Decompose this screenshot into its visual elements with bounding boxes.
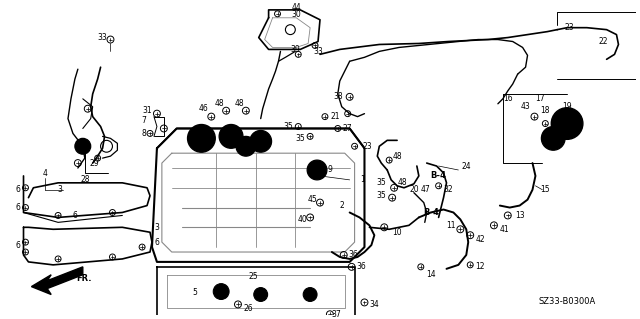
Text: 10: 10: [392, 228, 402, 237]
Text: 30: 30: [291, 10, 301, 19]
Text: 11: 11: [445, 221, 455, 230]
Text: 12: 12: [476, 262, 485, 271]
Text: 23: 23: [363, 142, 372, 151]
Text: 6: 6: [154, 238, 159, 247]
Text: 48: 48: [214, 99, 224, 108]
Text: 41: 41: [500, 225, 509, 234]
Circle shape: [541, 127, 565, 150]
Text: B-4: B-4: [423, 208, 438, 217]
Text: 9: 9: [328, 166, 332, 174]
Text: 19: 19: [563, 102, 572, 111]
Circle shape: [307, 160, 327, 180]
Text: 8: 8: [141, 129, 147, 138]
Circle shape: [188, 124, 215, 152]
Text: 28: 28: [80, 175, 90, 184]
Text: 43: 43: [521, 102, 531, 111]
Text: SZ33-B0300A: SZ33-B0300A: [538, 297, 596, 306]
Text: 14: 14: [426, 270, 435, 279]
Text: 37: 37: [331, 310, 340, 319]
Text: 48: 48: [392, 152, 402, 161]
Text: 33: 33: [313, 47, 323, 56]
Text: 13: 13: [515, 211, 524, 220]
Text: 6: 6: [15, 185, 20, 194]
Text: 45: 45: [307, 195, 317, 204]
Text: 35: 35: [284, 122, 293, 131]
Circle shape: [213, 284, 229, 300]
Text: 26: 26: [243, 304, 253, 313]
Circle shape: [75, 138, 91, 154]
Text: 21: 21: [330, 112, 340, 121]
Text: 23: 23: [564, 23, 574, 32]
Text: 3: 3: [58, 185, 63, 194]
Text: 6: 6: [15, 241, 20, 249]
Text: 1: 1: [360, 175, 365, 184]
Text: 35: 35: [376, 191, 386, 200]
Text: FR.: FR.: [76, 274, 92, 283]
Circle shape: [303, 288, 317, 301]
Text: 16: 16: [503, 94, 513, 103]
Text: 5: 5: [192, 288, 197, 297]
Text: 38: 38: [333, 93, 342, 101]
Circle shape: [551, 108, 583, 139]
Text: 29: 29: [90, 159, 99, 167]
Text: 25: 25: [249, 272, 259, 281]
Text: 39: 39: [291, 45, 300, 54]
Text: 44: 44: [291, 4, 301, 12]
Text: 40: 40: [298, 215, 307, 224]
Text: 32: 32: [444, 185, 453, 194]
Text: 24: 24: [461, 161, 471, 171]
Circle shape: [219, 124, 243, 148]
Text: 34: 34: [369, 300, 380, 309]
Text: 35: 35: [295, 134, 305, 143]
Text: 15: 15: [541, 185, 550, 194]
Text: 47: 47: [421, 185, 431, 194]
Polygon shape: [31, 267, 83, 294]
Text: 35: 35: [376, 178, 386, 187]
Text: 18: 18: [541, 106, 550, 115]
Circle shape: [236, 137, 256, 156]
Text: 42: 42: [476, 235, 485, 244]
Text: 48: 48: [397, 178, 407, 187]
Text: 22: 22: [599, 37, 609, 46]
Circle shape: [250, 130, 271, 152]
Text: 7: 7: [141, 116, 147, 125]
Text: 36: 36: [349, 250, 358, 259]
Text: 36: 36: [356, 262, 366, 271]
Text: 17: 17: [536, 94, 545, 103]
Text: 6: 6: [72, 211, 77, 220]
Text: 6: 6: [15, 203, 20, 212]
Text: 2: 2: [339, 201, 344, 210]
Text: 4: 4: [43, 169, 48, 178]
Text: 20: 20: [409, 185, 419, 194]
Text: 27: 27: [343, 124, 353, 133]
Circle shape: [254, 288, 268, 301]
Text: 31: 31: [142, 106, 152, 115]
Text: 48: 48: [234, 99, 244, 108]
Text: B-4: B-4: [431, 171, 447, 181]
Text: 46: 46: [198, 104, 208, 113]
Text: 3: 3: [154, 223, 159, 232]
Text: 33: 33: [98, 33, 108, 42]
